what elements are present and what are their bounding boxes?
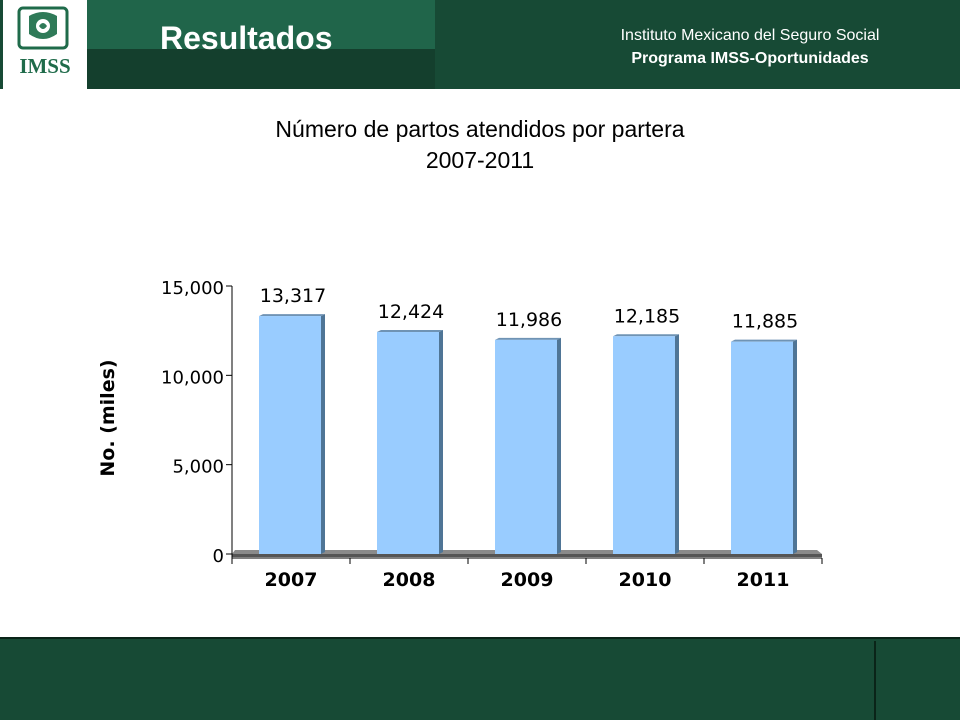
title-band	[87, 0, 435, 49]
bar-side	[793, 339, 797, 554]
x-tick-label: 2008	[383, 569, 436, 591]
bar-side	[675, 334, 679, 554]
x-tick-label: 2009	[501, 569, 554, 591]
chart-floor	[232, 554, 822, 557]
data-label: 13,317	[260, 285, 326, 307]
chart-subtitle: 2007-2011	[425, 147, 535, 173]
page-title: Resultados	[160, 20, 333, 56]
organization-name: Instituto Mexicano del Seguro Social	[620, 27, 880, 44]
footer-divider	[874, 641, 876, 720]
x-tick-label: 2007	[265, 569, 318, 591]
program-name: Programa IMSS-Oportunidades	[631, 50, 869, 67]
x-tick-label: 2010	[619, 569, 672, 591]
bar	[377, 332, 439, 554]
footer-bar	[0, 637, 960, 720]
bar	[613, 336, 675, 554]
y-tick-label: 15,000	[161, 278, 224, 299]
svg-text:IMSS: IMSS	[19, 54, 70, 78]
bar	[731, 341, 793, 554]
y-tick-label: 5,000	[172, 457, 224, 478]
y-tick-label: 0	[213, 546, 224, 567]
bar	[495, 339, 557, 554]
bar-top	[613, 334, 679, 337]
bar-side	[439, 330, 443, 554]
title-band-lower	[87, 49, 435, 89]
imss-emblem-icon: IMSS	[17, 6, 71, 78]
bar-top	[259, 314, 325, 317]
bar-top	[731, 339, 797, 342]
bar	[259, 316, 321, 554]
bar-side	[557, 337, 561, 554]
imss-logo: IMSS	[3, 0, 87, 89]
data-label: 12,185	[614, 305, 680, 327]
y-tick-label: 10,000	[161, 367, 224, 388]
data-label: 12,424	[378, 301, 444, 323]
x-tick-label: 2011	[737, 569, 790, 591]
y-axis-label: No. (miles)	[97, 359, 119, 476]
bar-side	[321, 314, 325, 554]
chart-title: Número de partos atendidos por partera	[275, 116, 685, 142]
data-label: 11,986	[496, 309, 562, 331]
bar-top	[377, 330, 443, 333]
bar-top	[495, 337, 561, 340]
data-label: 11,885	[732, 311, 798, 333]
